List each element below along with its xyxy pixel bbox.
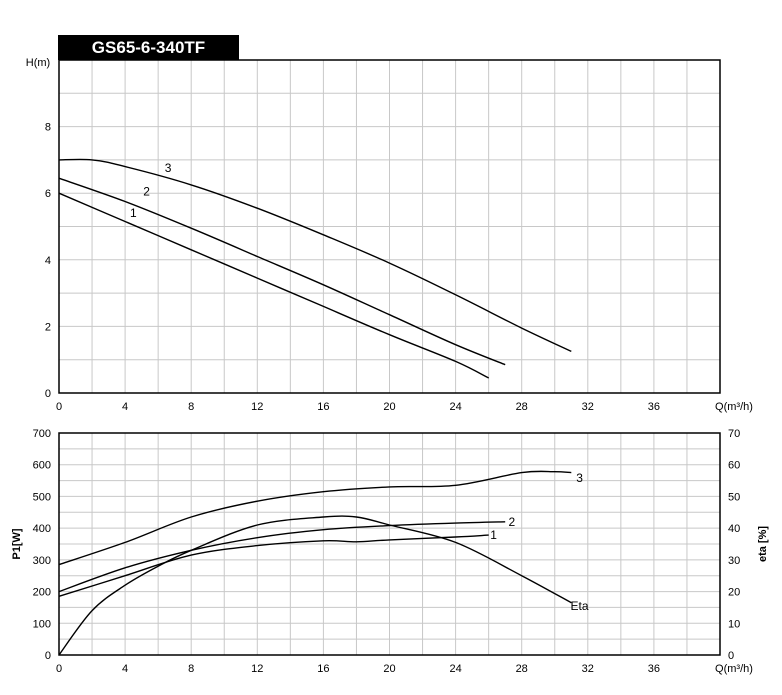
y2-tick-label: 30: [728, 555, 740, 567]
plot-frame: [58, 59, 721, 394]
x-tick-label: 16: [317, 663, 329, 675]
series-label-2: 2: [508, 515, 515, 529]
series-label-3: 3: [165, 161, 172, 175]
x-tick-label: 28: [516, 401, 528, 413]
x-tick-label: 32: [582, 663, 594, 675]
y2-tick-label: 10: [728, 618, 740, 630]
x-tick-label: 32: [582, 401, 594, 413]
x-tick-label: 0: [56, 401, 62, 413]
x-tick-label: 20: [383, 663, 395, 675]
y2-tick-label: 50: [728, 491, 740, 503]
series-line-1: [58, 534, 489, 597]
series-label-1: 1: [130, 206, 137, 220]
series-label-eta: Eta: [571, 599, 589, 613]
x-tick-label: 28: [516, 663, 528, 675]
y-tick-label: 100: [33, 618, 51, 630]
y-tick-label: 4: [45, 255, 51, 267]
y-tick-label: 300: [33, 555, 51, 567]
y2-tick-label: 60: [728, 460, 740, 472]
plot-frame: [58, 432, 721, 656]
x-tick-label: 4: [122, 663, 128, 675]
y-tick-label: 600: [33, 460, 51, 472]
grid: [58, 59, 721, 394]
x-tick-label: 24: [449, 401, 461, 413]
x-tick-label: 20: [383, 401, 395, 413]
x-tick-label: 4: [122, 401, 128, 413]
y2-tick-label: 70: [728, 428, 740, 440]
x-tick-label: 36: [648, 401, 660, 413]
y2-tick-label: 20: [728, 587, 740, 599]
series-line-3: [58, 158, 572, 353]
y-tick-label: 400: [33, 523, 51, 535]
x-tick-label: 12: [251, 401, 263, 413]
y-tick-label: 6: [45, 188, 51, 200]
y2-tick-label: 0: [728, 650, 734, 662]
power-efficiency-panel: 0 4 8 12 16 20 24 28 32 36 Q(m³/h)0100200300400500…: [11, 428, 769, 675]
y-tick-label: 700: [33, 428, 51, 440]
series-label-1: 1: [490, 528, 497, 542]
y-tick-label: 200: [33, 587, 51, 599]
y2-tick-label: 40: [728, 523, 740, 535]
grid: [58, 432, 721, 656]
series-line-eta: [58, 515, 572, 656]
series-line-3: [58, 470, 572, 566]
x-axis-label: Q(m³/h): [715, 663, 753, 675]
x-axis-label: Q(m³/h): [715, 401, 753, 413]
series-label-2: 2: [143, 185, 150, 199]
x-tick-label: 0: [56, 663, 62, 675]
y2-axis-label: eta [%]: [757, 526, 769, 562]
series-label-3: 3: [576, 471, 583, 485]
x-tick-label: 12: [251, 663, 263, 675]
y-tick-label: 500: [33, 491, 51, 503]
y-tick-label: 0: [45, 650, 51, 662]
x-tick-label: 24: [449, 663, 461, 675]
y-axis-label: P1[W]: [11, 528, 23, 560]
y-tick-label: 8: [45, 122, 51, 134]
series-line-1: [58, 192, 490, 379]
series-line-2: [58, 521, 506, 593]
y-axis-label: H(m): [26, 57, 50, 69]
chart-title: GS65-6-340TF: [58, 35, 239, 60]
y-tick-label: 0: [45, 388, 51, 400]
x-tick-label: 36: [648, 663, 660, 675]
x-tick-label: 16: [317, 401, 329, 413]
x-tick-label: 8: [188, 663, 194, 675]
x-tick-label: 8: [188, 401, 194, 413]
y-tick-label: 2: [45, 321, 51, 333]
series-line-2: [58, 177, 506, 366]
